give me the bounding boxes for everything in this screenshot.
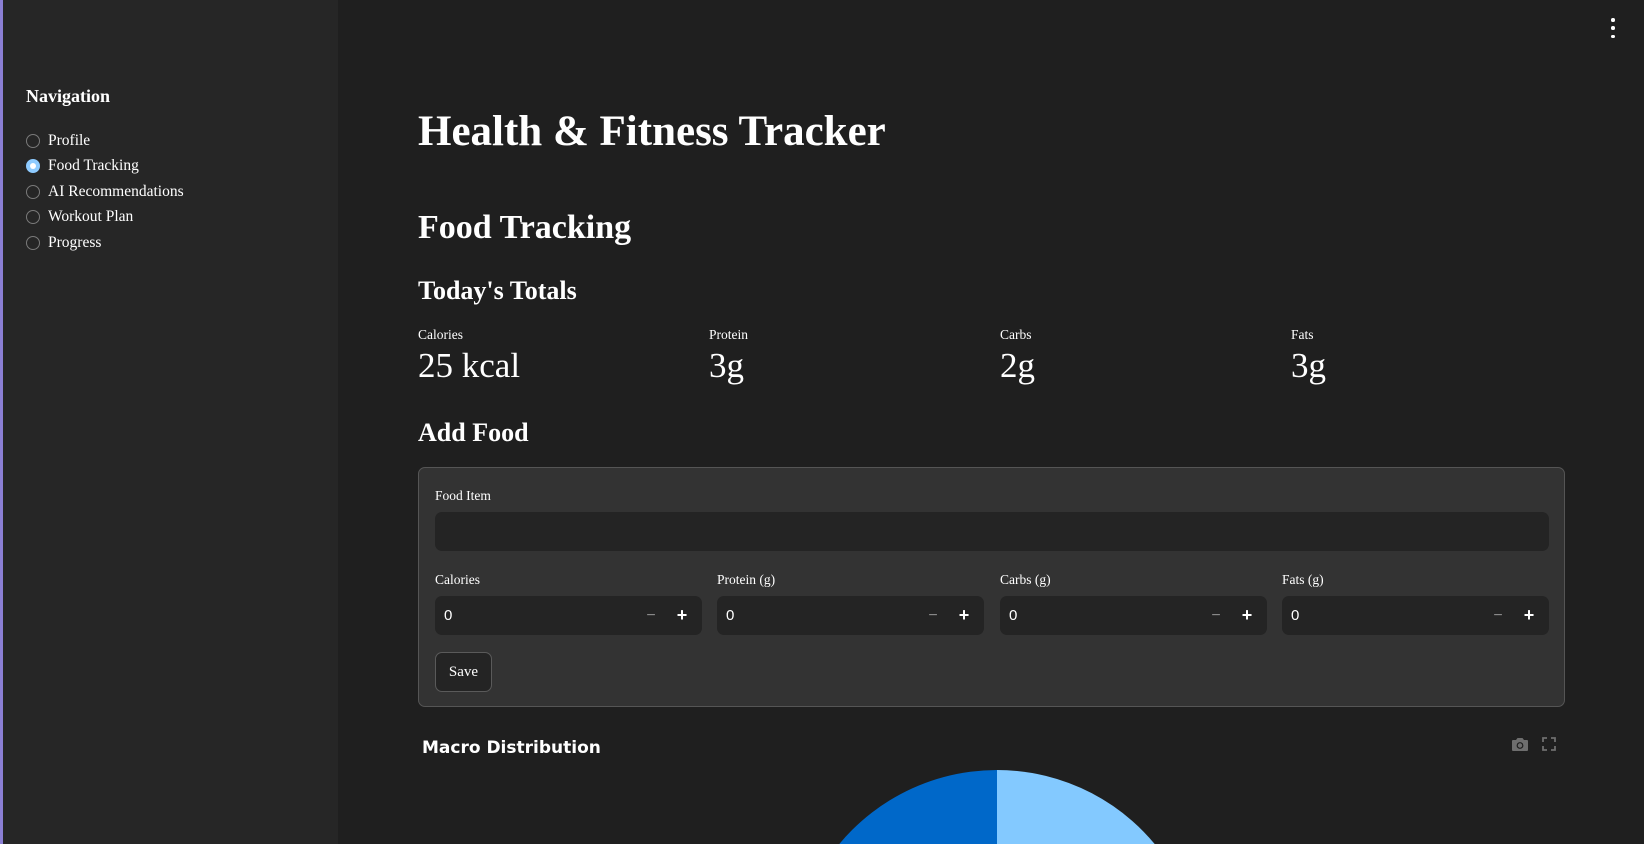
metric-carbs: Carbs 2g	[1000, 325, 1035, 387]
save-button[interactable]: Save	[435, 652, 492, 692]
nav-radio-group: Profile Food Tracking AI Recommendations…	[26, 128, 184, 256]
radio-icon[interactable]	[26, 133, 40, 148]
decrement-button[interactable]: −	[1211, 607, 1221, 624]
metric-value: 3g	[1291, 346, 1326, 385]
sidebar-item-label: Progress	[48, 233, 102, 251]
camera-icon[interactable]	[1511, 736, 1529, 752]
sidebar-item-label: Food Tracking	[48, 157, 139, 175]
protein-stepper[interactable]: 0 − +	[717, 596, 984, 635]
carbs-stepper[interactable]: 0 − +	[1000, 596, 1267, 635]
fats-value[interactable]: 0	[1291, 607, 1300, 624]
chart-title: Macro Distribution	[422, 738, 601, 758]
add-food-form: Food Item Calories 0 − + Protein (g) 0 −…	[418, 467, 1565, 707]
metric-fats: Fats 3g	[1291, 325, 1326, 387]
radio-selected-icon[interactable]	[26, 159, 40, 174]
left-accent-bar	[0, 0, 3, 844]
metric-value: 2g	[1000, 346, 1035, 385]
macro-pie-chart	[418, 770, 1566, 844]
sidebar-item-workout-plan[interactable]: Workout Plan	[26, 205, 184, 231]
metric-label: Carbs	[1000, 327, 1032, 342]
page-title: Health & Fitness Tracker	[418, 108, 886, 155]
radio-icon[interactable]	[26, 184, 40, 199]
decrement-button[interactable]: −	[646, 607, 656, 624]
pie-slice[interactable]	[819, 770, 997, 844]
sidebar-item-profile[interactable]: Profile	[26, 128, 184, 154]
fats-label: Fats (g)	[1282, 572, 1324, 587]
calories-value[interactable]: 0	[444, 607, 453, 624]
sidebar-item-ai-recommendations[interactable]: AI Recommendations	[26, 179, 184, 205]
radio-icon[interactable]	[26, 235, 40, 250]
totals-title: Today's Totals	[418, 276, 577, 305]
sidebar-item-food-tracking[interactable]: Food Tracking	[26, 154, 184, 180]
sidebar-item-label: Workout Plan	[48, 208, 134, 226]
metric-label: Protein	[709, 327, 748, 342]
pie-slice[interactable]	[997, 770, 1165, 844]
sidebar-item-progress[interactable]: Progress	[26, 230, 184, 256]
pie-svg	[819, 770, 1165, 844]
fats-stepper[interactable]: 0 − +	[1282, 596, 1549, 635]
increment-button[interactable]: +	[676, 605, 688, 625]
protein-value[interactable]: 0	[726, 607, 735, 624]
sidebar-title: Navigation	[26, 86, 111, 106]
metric-label: Fats	[1291, 327, 1314, 342]
metric-protein: Protein 3g	[709, 325, 748, 387]
expand-icon[interactable]	[1542, 737, 1556, 751]
totals-metrics: Calories 25 kcal Protein 3g Carbs 2g Fat…	[418, 325, 1566, 395]
metric-value: 3g	[709, 346, 744, 385]
metric-calories: Calories 25 kcal	[418, 325, 520, 387]
carbs-label: Carbs (g)	[1000, 572, 1051, 587]
decrement-button[interactable]: −	[1493, 607, 1503, 624]
increment-button[interactable]: +	[1241, 605, 1253, 625]
add-food-title: Add Food	[418, 418, 529, 447]
main-content: Health & Fitness Tracker Food Tracking T…	[418, 0, 1566, 844]
food-item-input[interactable]	[435, 512, 1549, 551]
calories-label: Calories	[435, 572, 480, 587]
protein-label: Protein (g)	[717, 572, 776, 587]
carbs-value[interactable]: 0	[1009, 607, 1018, 624]
radio-icon[interactable]	[26, 210, 40, 225]
food-item-label: Food Item	[435, 488, 491, 503]
increment-button[interactable]: +	[1523, 605, 1535, 625]
sidebar-item-label: Profile	[48, 131, 91, 149]
metric-value: 25 kcal	[418, 346, 521, 385]
metric-label: Calories	[418, 327, 463, 342]
calories-stepper[interactable]: 0 − +	[435, 596, 702, 635]
section-title: Food Tracking	[418, 209, 632, 246]
increment-button[interactable]: +	[958, 605, 970, 625]
decrement-button[interactable]: −	[928, 607, 938, 624]
more-options-icon[interactable]	[1604, 18, 1622, 38]
sidebar: Navigation Profile Food Tracking AI Reco…	[3, 0, 338, 844]
sidebar-item-label: AI Recommendations	[48, 182, 184, 200]
